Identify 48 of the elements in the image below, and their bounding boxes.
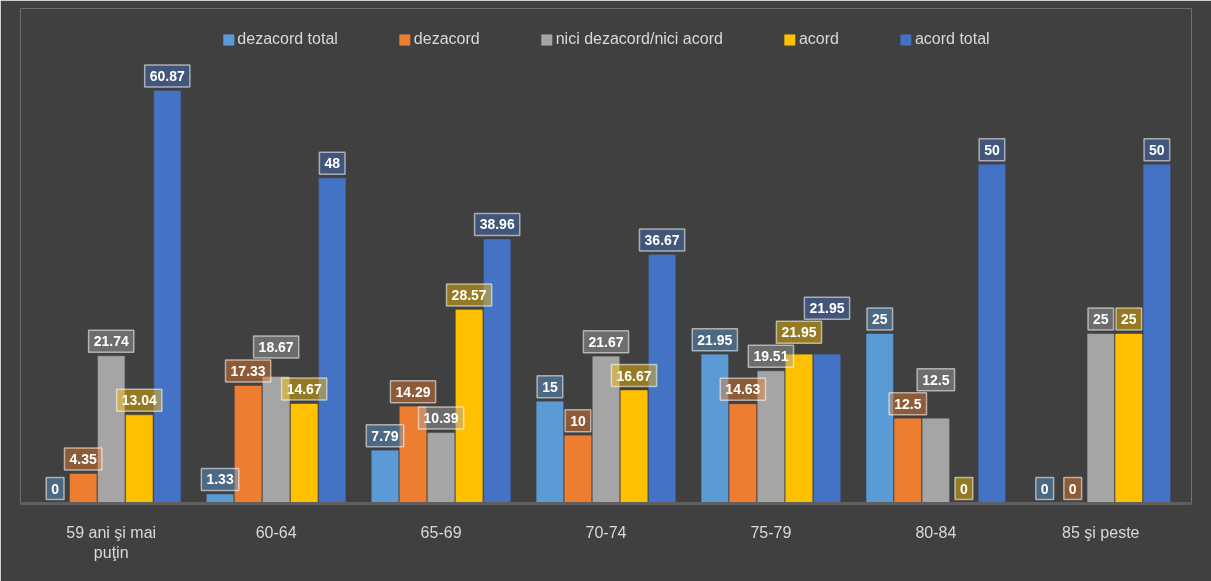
data-label: 14.67 xyxy=(286,381,322,398)
data-label: 15 xyxy=(542,378,558,395)
x-tick-label: 85 şi peste xyxy=(1062,523,1140,541)
data-label: 12.5 xyxy=(922,371,950,388)
data-label: 7.79 xyxy=(371,427,399,444)
data-label: 28.57 xyxy=(451,286,487,303)
legend-label: dezacord total xyxy=(237,30,338,48)
x-tick-label: 70-74 xyxy=(585,523,627,541)
data-label: 16.67 xyxy=(616,367,652,384)
data-label: 21.95 xyxy=(781,324,817,341)
legend-label: nici dezacord/nici acord xyxy=(555,30,723,48)
data-label: 0 xyxy=(1068,480,1077,497)
data-label: 4.35 xyxy=(69,451,98,468)
data-label: 21.95 xyxy=(697,331,733,348)
legend-label: acord total xyxy=(914,30,990,48)
data-label: 25 xyxy=(1121,311,1137,328)
data-label: 19.51 xyxy=(753,348,789,365)
x-tick-label: 75-79 xyxy=(750,523,792,541)
x-tick-label: 59 ani şi mai puţin xyxy=(66,523,157,561)
data-label: 38.96 xyxy=(479,216,515,233)
data-label: 14.29 xyxy=(395,383,431,400)
data-label: 21.67 xyxy=(588,333,624,350)
bar xyxy=(922,418,950,504)
data-label: 50 xyxy=(1149,141,1165,158)
data-label: 50 xyxy=(984,141,1000,158)
data-label: 21.95 xyxy=(809,300,845,317)
data-label: 12.5 xyxy=(894,395,922,412)
data-label: 0 xyxy=(960,480,968,497)
data-label: 0 xyxy=(1040,480,1049,497)
data-label: 10 xyxy=(570,412,586,429)
data-label: 25 xyxy=(1093,311,1109,328)
data-label: 21.74 xyxy=(93,333,129,350)
data-label: 14.63 xyxy=(725,381,761,398)
data-label: 1.33 xyxy=(206,471,234,488)
legend-label: acord xyxy=(798,30,839,48)
data-label: 36.67 xyxy=(644,232,680,248)
x-tick-label: 60-64 xyxy=(255,523,297,541)
x-tick-label: 65-69 xyxy=(420,523,462,541)
x-tick-label: 80-84 xyxy=(915,523,957,541)
data-label: 60.87 xyxy=(149,68,186,84)
bar xyxy=(813,354,841,504)
data-label: 48 xyxy=(324,155,341,172)
data-label: 13.04 xyxy=(121,392,157,409)
data-label: 18.67 xyxy=(258,339,294,356)
data-label: 0 xyxy=(51,480,60,497)
data-label: 25 xyxy=(872,311,888,328)
data-label: 17.33 xyxy=(230,363,266,380)
legend-label: dezacord xyxy=(413,30,480,48)
